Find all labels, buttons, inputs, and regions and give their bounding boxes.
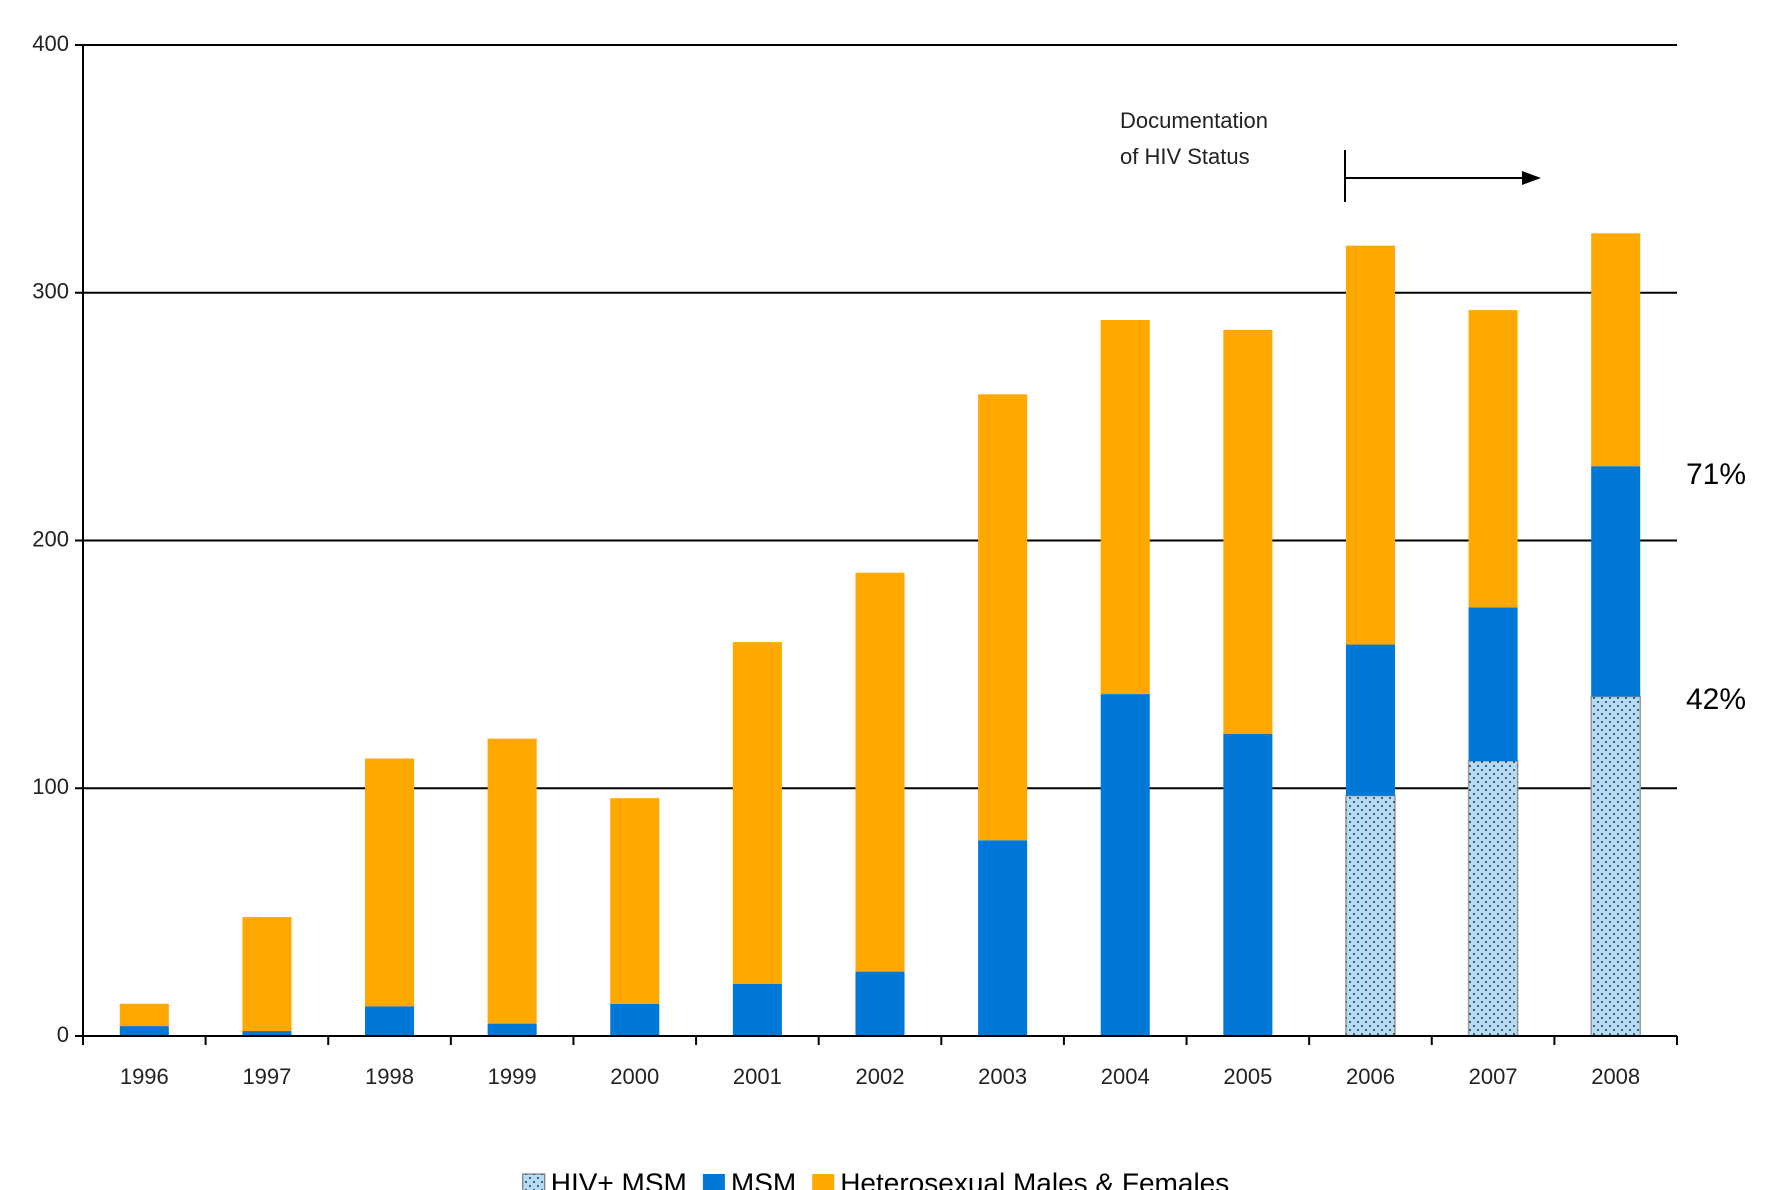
legend-swatch (812, 1174, 835, 1190)
bar-segment (855, 971, 905, 1036)
bar-segment (855, 572, 905, 972)
bar-segment (732, 642, 782, 984)
legend-pattern (522, 1174, 545, 1190)
side-label: 71% (1686, 458, 1746, 491)
bar-segment (1223, 733, 1273, 1036)
x-tick-label: 2005 (1223, 1064, 1272, 1089)
bar-segment (119, 1026, 169, 1036)
arrow-head (1522, 171, 1541, 185)
bar-segment (487, 1023, 537, 1036)
legend-label: MSM (731, 1167, 796, 1190)
bar-segment (242, 1031, 292, 1036)
x-tick-label: 2001 (733, 1064, 782, 1089)
y-tick-label: 100 (32, 774, 69, 799)
bar-segment (1345, 245, 1395, 645)
bar-segment (610, 798, 660, 1004)
bar-segment (1100, 320, 1150, 695)
y-tick-label: 400 (32, 31, 69, 56)
bar-segment (1223, 329, 1273, 734)
annotation-text: Documentation (1120, 108, 1268, 133)
x-tick-label: 2006 (1346, 1064, 1395, 1089)
bar-segment (978, 394, 1028, 841)
bar-segment (732, 983, 782, 1036)
legend-swatch (702, 1174, 725, 1190)
bar-segment (365, 758, 415, 1007)
legend-label: HIV+ MSM (551, 1167, 687, 1190)
x-tick-label: 1998 (365, 1064, 414, 1089)
bar-segment (1590, 695, 1641, 1037)
bar-segment (119, 1003, 169, 1027)
bar-segment (365, 1006, 415, 1036)
bar-segment (242, 917, 292, 1032)
bar-segment (1591, 466, 1641, 697)
y-tick-label: 0 (57, 1022, 69, 1047)
bar-segment (1345, 644, 1395, 796)
y-tick-label: 300 (32, 279, 69, 304)
bar-segment (1345, 794, 1396, 1037)
bar-segment (1468, 310, 1518, 608)
bar-segment (1468, 607, 1518, 761)
bar-segment (1467, 760, 1519, 1037)
x-tick-label: 2003 (978, 1064, 1027, 1089)
x-tick-label: 1999 (488, 1064, 537, 1089)
x-tick-label: 1996 (120, 1064, 169, 1089)
side-label: 42% (1686, 683, 1746, 716)
y-tick-label: 200 (32, 526, 69, 551)
bar-segment (610, 1003, 660, 1036)
x-tick-label: 2000 (610, 1064, 659, 1089)
x-tick-label: 1997 (242, 1064, 291, 1089)
bar-segment (1591, 233, 1641, 467)
legend-label: Heterosexual Males & Females (840, 1167, 1229, 1190)
x-tick-label: 2004 (1101, 1064, 1150, 1089)
x-tick-label: 2007 (1469, 1064, 1518, 1089)
x-tick-label: 2008 (1591, 1064, 1640, 1089)
x-tick-label: 2002 (856, 1064, 905, 1089)
bar-segment (1100, 694, 1150, 1036)
bar-segment (978, 840, 1028, 1036)
bar-segment (487, 738, 537, 1024)
annotation-text: of HIV Status (1120, 144, 1250, 169)
